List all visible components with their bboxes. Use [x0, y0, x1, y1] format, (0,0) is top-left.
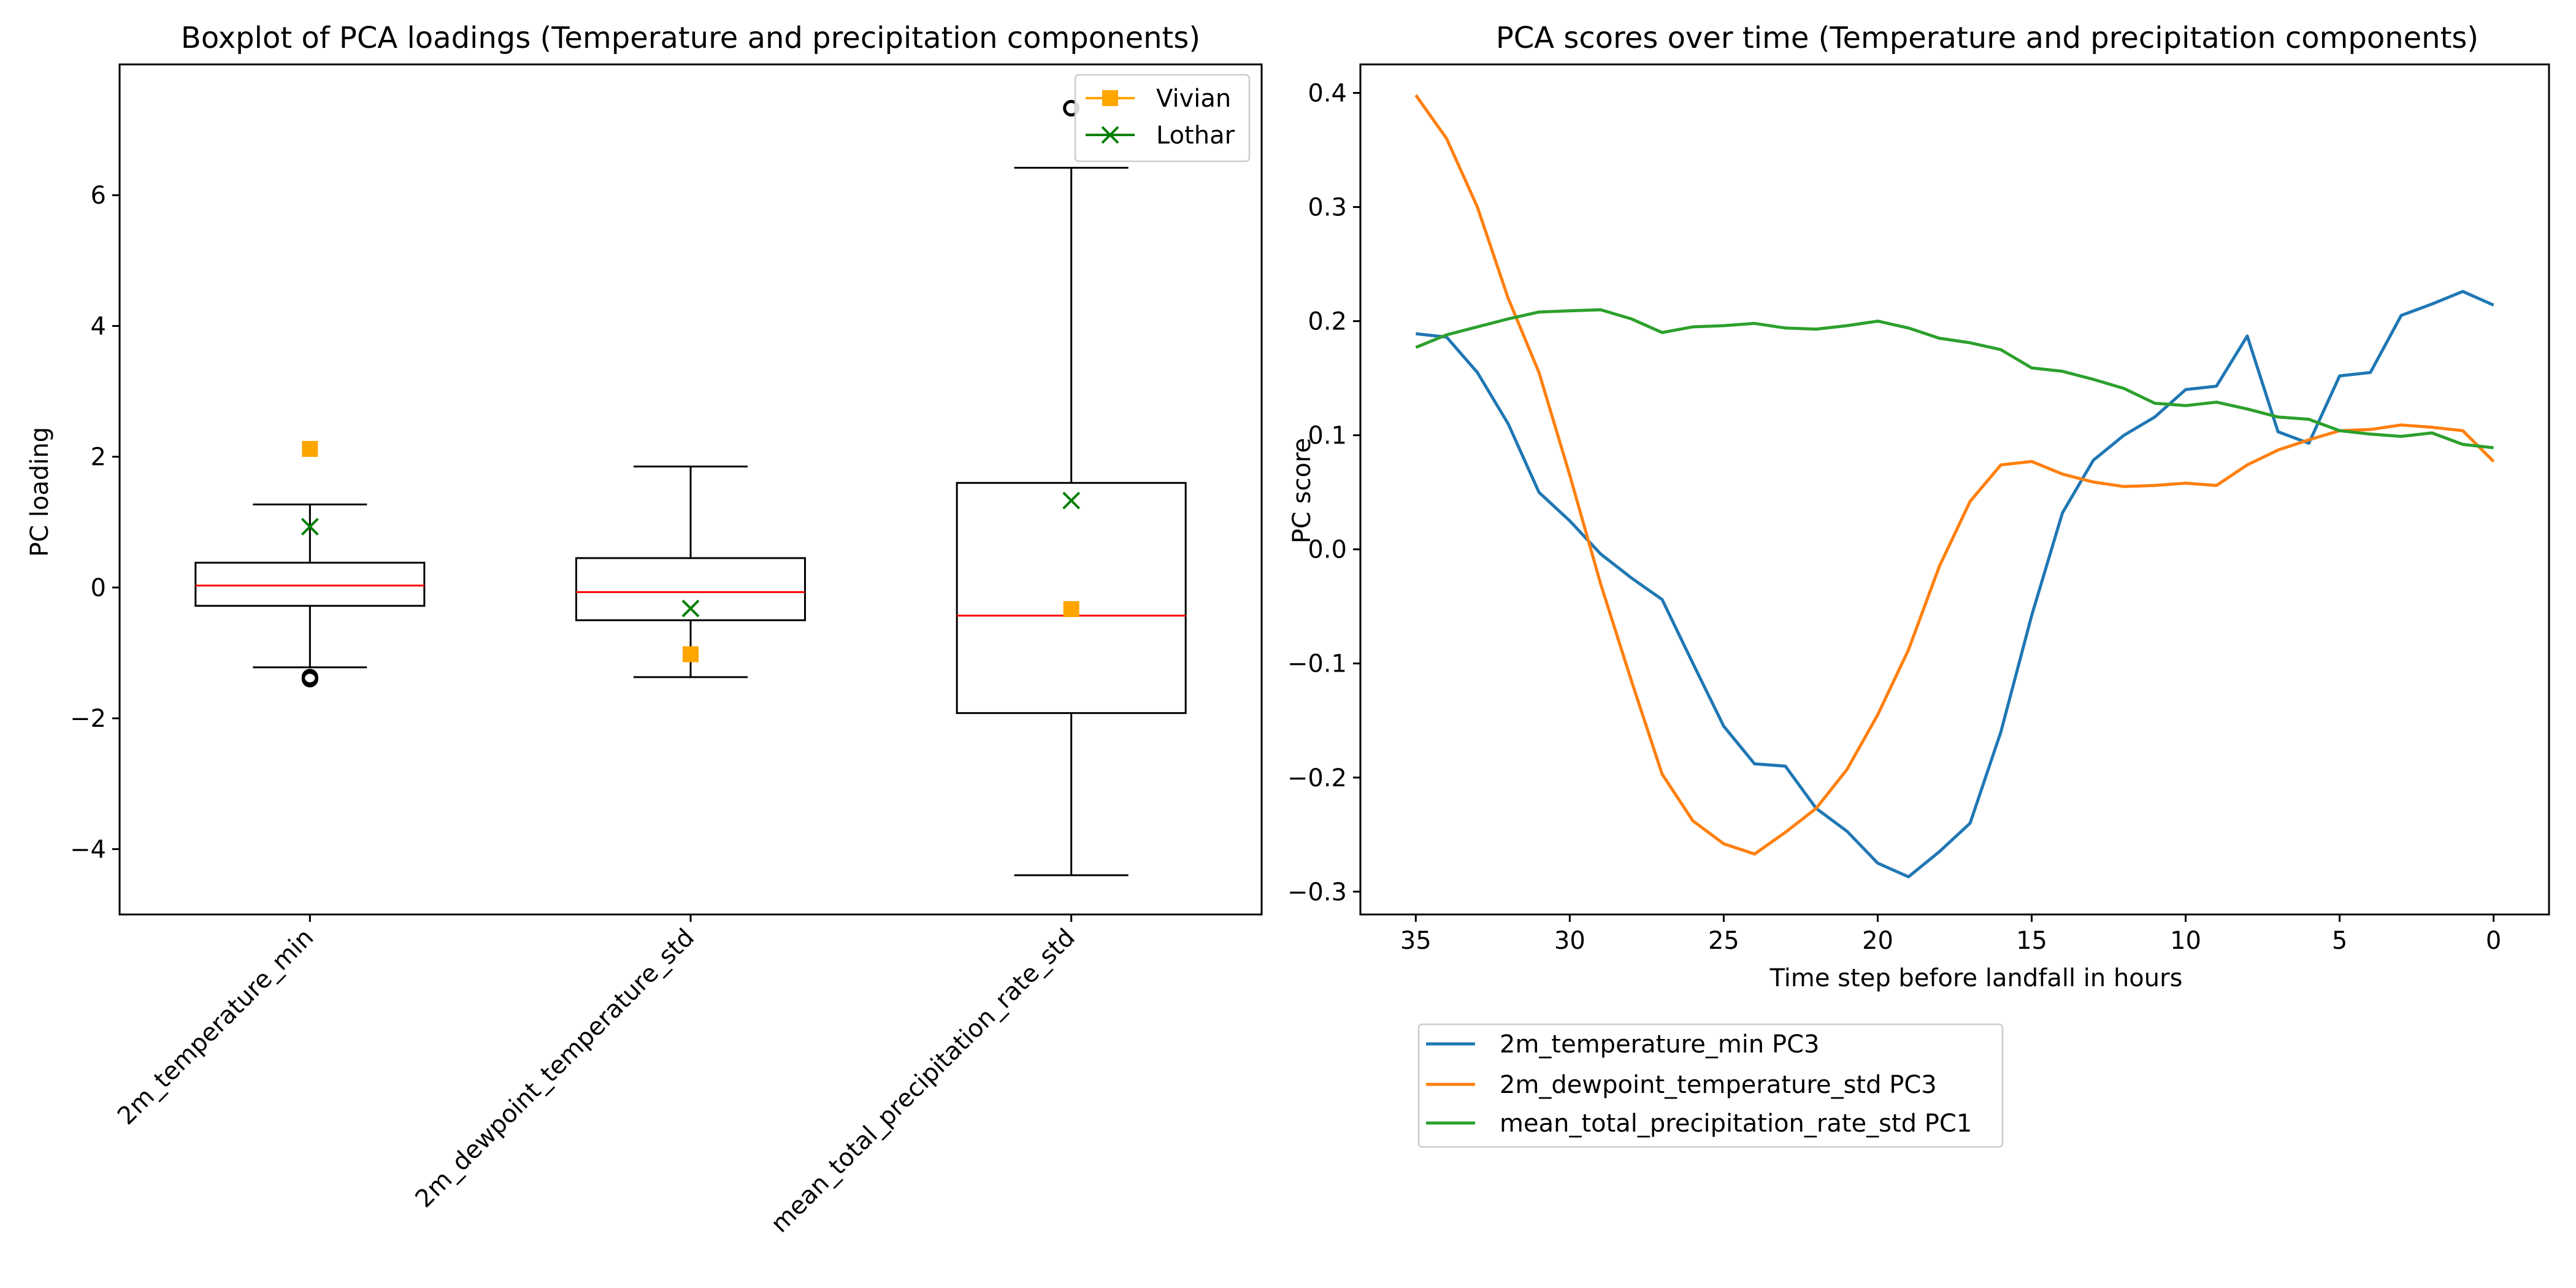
y-tick-label: −4 [70, 835, 106, 864]
boxplot-y-ticks: −4 −2 0 2 4 6 [70, 182, 120, 864]
box-iqr [194, 561, 426, 607]
y-tick-label: 0 [91, 574, 106, 602]
line-chart-plot-area [1414, 94, 2495, 879]
x-tick-label: 25 [1708, 927, 1739, 955]
x-tick-label: 5 [2332, 927, 2347, 955]
line-chart-y-axis-label: PC score [1288, 438, 1316, 543]
line-chart-legend: 2m_temperature_min PC3 2m_dewpoint_tempe… [1417, 1023, 2004, 1148]
y-tick-label: 0.1 [1308, 422, 1347, 450]
line-chart-legend-box [1417, 1023, 2004, 1148]
marker-vivian [683, 646, 699, 662]
boxplot-plot-area [194, 99, 1187, 876]
box-2m-dewpoint-temperature-std [575, 466, 806, 678]
y-tick-label: 0.0 [1308, 536, 1347, 564]
outlier-point [301, 670, 318, 688]
series-line-2m-dewpoint-temperature-std-pc3 [1414, 94, 2495, 856]
y-tick-label: −0.2 [1287, 764, 1347, 792]
legend-entry-lothar: Lothar [1086, 121, 1235, 150]
legend-label-vivian: Vivian [1156, 85, 1231, 113]
line-chart-x-ticks: 35 30 25 20 15 10 5 0 [1400, 914, 2501, 955]
series-line-2m-temperature-min-pc3 [1416, 289, 2494, 879]
legend-label-precipitation-rate-std: mean_total_precipitation_rate_std PC1 [1500, 1110, 1972, 1138]
x-tick-label: 35 [1400, 927, 1432, 955]
line-chart-axes-frame [1359, 63, 2550, 916]
legend-entry-vivian: Vivian [1086, 85, 1231, 113]
legend-label-lothar: Lothar [1156, 121, 1235, 150]
legend-label-dewpoint-std: 2m_dewpoint_temperature_std PC3 [1500, 1071, 1937, 1099]
y-tick-label: 0.4 [1308, 80, 1347, 108]
marker-vivian [302, 440, 318, 457]
y-tick-label: −2 [70, 705, 106, 733]
series-line-mean-total-precipitation-rate-std-pc1 [1415, 308, 2494, 450]
legend-entry-precipitation-rate-std: mean_total_precipitation_rate_std PC1 [1426, 1110, 1972, 1138]
line-chart-y-ticks: −0.3 −0.2 −0.1 0.0 0.1 0.2 0.3 0.4 [1287, 80, 1360, 907]
box-2m-temperature-min [194, 504, 426, 688]
line-chart: PCA scores over time (Temperature and pr… [1287, 21, 2550, 1148]
box-iqr [956, 481, 1187, 715]
x-tick-label: 20 [1862, 927, 1893, 955]
line-chart-title: PCA scores over time (Temperature and pr… [1496, 21, 2478, 55]
legend-entry-temperature-min: 2m_temperature_min PC3 [1426, 1030, 1819, 1059]
legend-square-marker [1102, 90, 1118, 106]
boxplot-title: Boxplot of PCA loadings (Temperature and… [181, 21, 1200, 55]
y-tick-label: 6 [91, 182, 106, 210]
boxplot-legend-box [1074, 74, 1251, 163]
y-tick-label: 0.2 [1308, 308, 1347, 336]
x-tick-label: 30 [1554, 927, 1585, 955]
y-tick-label: 2 [91, 443, 106, 472]
box-iqr [575, 557, 806, 621]
boxplot-y-axis-label: PC loading [26, 427, 54, 557]
marker-vivian [1063, 601, 1079, 618]
legend-entry-dewpoint-std: 2m_dewpoint_temperature_std PC3 [1426, 1071, 1937, 1099]
x-tick-label: 15 [2016, 927, 2047, 955]
boxplot-legend: Vivian Lothar [1074, 74, 1251, 163]
marker-lothar [681, 599, 700, 618]
legend-x-marker [1101, 126, 1119, 144]
y-tick-label: −0.1 [1287, 650, 1347, 678]
x-tick-label: 10 [2170, 927, 2201, 955]
marker-lothar [1062, 491, 1081, 510]
x-tick-label: 0 [2486, 927, 2501, 955]
line-chart-x-axis-label: Time step before landfall in hours [1769, 964, 2183, 992]
y-tick-label: 0.3 [1308, 194, 1347, 222]
boxplot-axes-frame [118, 63, 1263, 916]
marker-lothar [301, 518, 319, 536]
legend-label-temperature-min: 2m_temperature_min PC3 [1500, 1030, 1819, 1059]
y-tick-label: 4 [91, 312, 106, 340]
y-tick-label: −0.3 [1287, 878, 1347, 907]
